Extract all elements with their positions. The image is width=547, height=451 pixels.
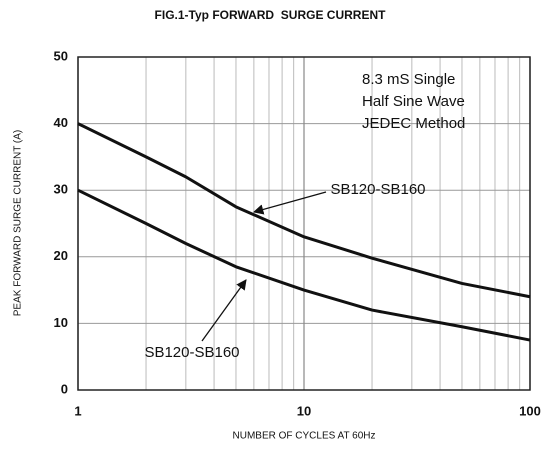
line-series: [77, 188, 531, 342]
line-series: [77, 122, 531, 299]
arrow: [252, 191, 327, 215]
y-axis-label: PEAK FORWARD SURGE CURRENT (A): [13, 130, 24, 317]
chart-title: FIG.1-Typ FORWARD SURGE CURRENT: [155, 8, 387, 22]
annotation: Half Sine Wave: [362, 93, 465, 110]
plot-frame: [77, 56, 531, 391]
x-axis-label: NUMBER OF CYCLES AT 60Hz: [233, 431, 376, 442]
x-tick-label: 10: [297, 403, 311, 418]
series-label: SB120-SB160: [330, 181, 425, 198]
y-tick-label: 40: [54, 115, 68, 130]
annotation: 8.3 mS Single: [362, 71, 455, 88]
annotation: JEDEC Method: [362, 115, 465, 132]
y-tick-label: 20: [54, 248, 68, 263]
y-tick-label: 0: [61, 381, 68, 396]
arrow: [201, 279, 247, 342]
x-tick-label: 1: [74, 403, 81, 418]
x-tick-label: 100: [519, 403, 541, 418]
series-label: SB120-SB160: [144, 344, 239, 361]
y-tick-label: 30: [54, 182, 68, 197]
y-tick-label: 10: [54, 315, 68, 330]
y-tick-label: 50: [54, 48, 68, 63]
